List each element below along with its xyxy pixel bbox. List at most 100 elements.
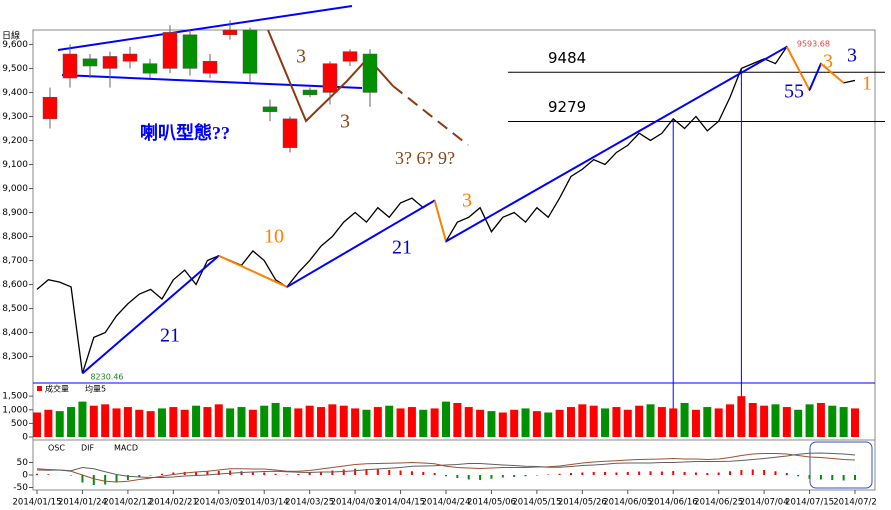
plot-frame <box>32 29 876 491</box>
x-tick-label: 2014/05/06 <box>467 498 516 508</box>
y-tick-label: 9,400 <box>2 88 28 98</box>
osc-bar <box>81 475 84 483</box>
annotation: 3 <box>340 111 350 133</box>
volume-bar <box>123 407 132 437</box>
osc-bar <box>263 472 266 475</box>
volume-bar <box>89 405 98 437</box>
volume-bar <box>760 405 769 437</box>
highlight-box <box>809 441 873 489</box>
volume-bar <box>442 401 450 437</box>
y-tick-label: 9,100 <box>2 160 28 170</box>
candle-body <box>122 53 138 62</box>
annotation: 10 <box>264 226 284 248</box>
osc-bar <box>410 471 413 475</box>
volume-bar <box>578 404 587 437</box>
volume-bar <box>317 407 326 437</box>
volume-bar <box>226 408 235 437</box>
osc-bar <box>694 472 697 475</box>
volume-bar <box>271 402 280 437</box>
volume-bar <box>203 407 212 437</box>
y-tick-label: 8,800 <box>2 232 28 242</box>
volume-bar <box>657 407 666 437</box>
osc-bar <box>547 474 550 475</box>
osc-bar <box>535 475 538 476</box>
candle-body <box>282 118 298 148</box>
legend-swatch <box>37 386 42 391</box>
wave-line <box>433 200 447 242</box>
osc-bar <box>490 475 493 479</box>
x-tick-label: 2014/01/24 <box>58 498 107 508</box>
osc-bar <box>251 472 254 475</box>
candle-body <box>202 60 218 74</box>
candle-body <box>142 63 158 74</box>
y-tick-label: 0 <box>22 471 28 481</box>
osc-bar <box>172 472 175 475</box>
x-tick-label: 2014/01/15 <box>13 498 62 508</box>
osc-bar <box>104 475 107 485</box>
osc-bar <box>433 473 436 475</box>
candle-body <box>362 53 378 93</box>
y-tick-label: 9,600 <box>2 40 28 50</box>
volume-bar <box>805 404 814 437</box>
osc-bar <box>138 475 141 478</box>
period-label: 日線 <box>2 30 20 42</box>
volume-bar <box>816 402 825 437</box>
candle-body <box>262 106 278 112</box>
legend-label: 均量5 <box>85 384 106 394</box>
candle-body <box>182 34 198 69</box>
volume-bar <box>521 408 530 437</box>
x-tick-label: 2014/05/15 <box>512 498 561 508</box>
volume-bar <box>135 409 144 437</box>
volume-bar <box>112 408 121 437</box>
volume-bar <box>566 407 575 437</box>
candle-body <box>62 53 78 79</box>
osc-bar <box>615 472 618 475</box>
wave-line <box>808 63 822 91</box>
volume-bar <box>396 408 405 437</box>
osc-bar <box>660 471 663 475</box>
osc-bar <box>751 469 754 475</box>
y-tick-label: 8,300 <box>2 352 28 362</box>
volume-bar <box>544 412 553 437</box>
osc-bar <box>524 475 527 477</box>
volume-bar <box>612 407 621 437</box>
x-tick-label: 2014/05/26 <box>558 498 607 508</box>
candle-body <box>322 63 338 93</box>
osc-bar <box>706 473 709 475</box>
volume-bar <box>828 405 837 437</box>
volume-bar <box>44 409 53 437</box>
volume-bar <box>851 408 859 437</box>
volume-bar <box>430 408 439 437</box>
level-label: 9279 <box>548 98 586 116</box>
osc-bar <box>467 475 470 480</box>
x-tick-label: 2014/07/04 <box>740 498 789 508</box>
osc-bar <box>501 475 504 478</box>
wave-line <box>392 85 469 146</box>
annotation: 55 <box>784 81 804 103</box>
volume-bar <box>703 407 712 437</box>
osc-bar <box>513 475 516 477</box>
volume-bar <box>510 409 519 437</box>
y-tick-label: 8,700 <box>2 256 28 266</box>
osc-bar <box>479 475 482 480</box>
volume-bar <box>78 401 87 437</box>
candle-body <box>102 56 118 69</box>
osc-bar <box>854 475 856 480</box>
osc-bar <box>569 473 572 475</box>
osc-bar <box>831 475 834 480</box>
volume-bar <box>33 412 41 437</box>
volume-bar <box>646 404 655 437</box>
osc-bar <box>354 468 357 475</box>
volume-bar <box>294 408 303 437</box>
osc-bar <box>592 472 595 475</box>
osc-bar <box>581 472 584 475</box>
osc-bar <box>638 471 641 475</box>
osc-bar <box>649 471 652 475</box>
volume-bar <box>464 407 473 437</box>
osc-bar <box>365 469 368 475</box>
y-tick-label: 1,000 <box>2 405 28 415</box>
osc-bar <box>331 470 334 475</box>
osc-bar <box>297 474 300 475</box>
x-tick-label: 2014/04/15 <box>376 498 425 508</box>
